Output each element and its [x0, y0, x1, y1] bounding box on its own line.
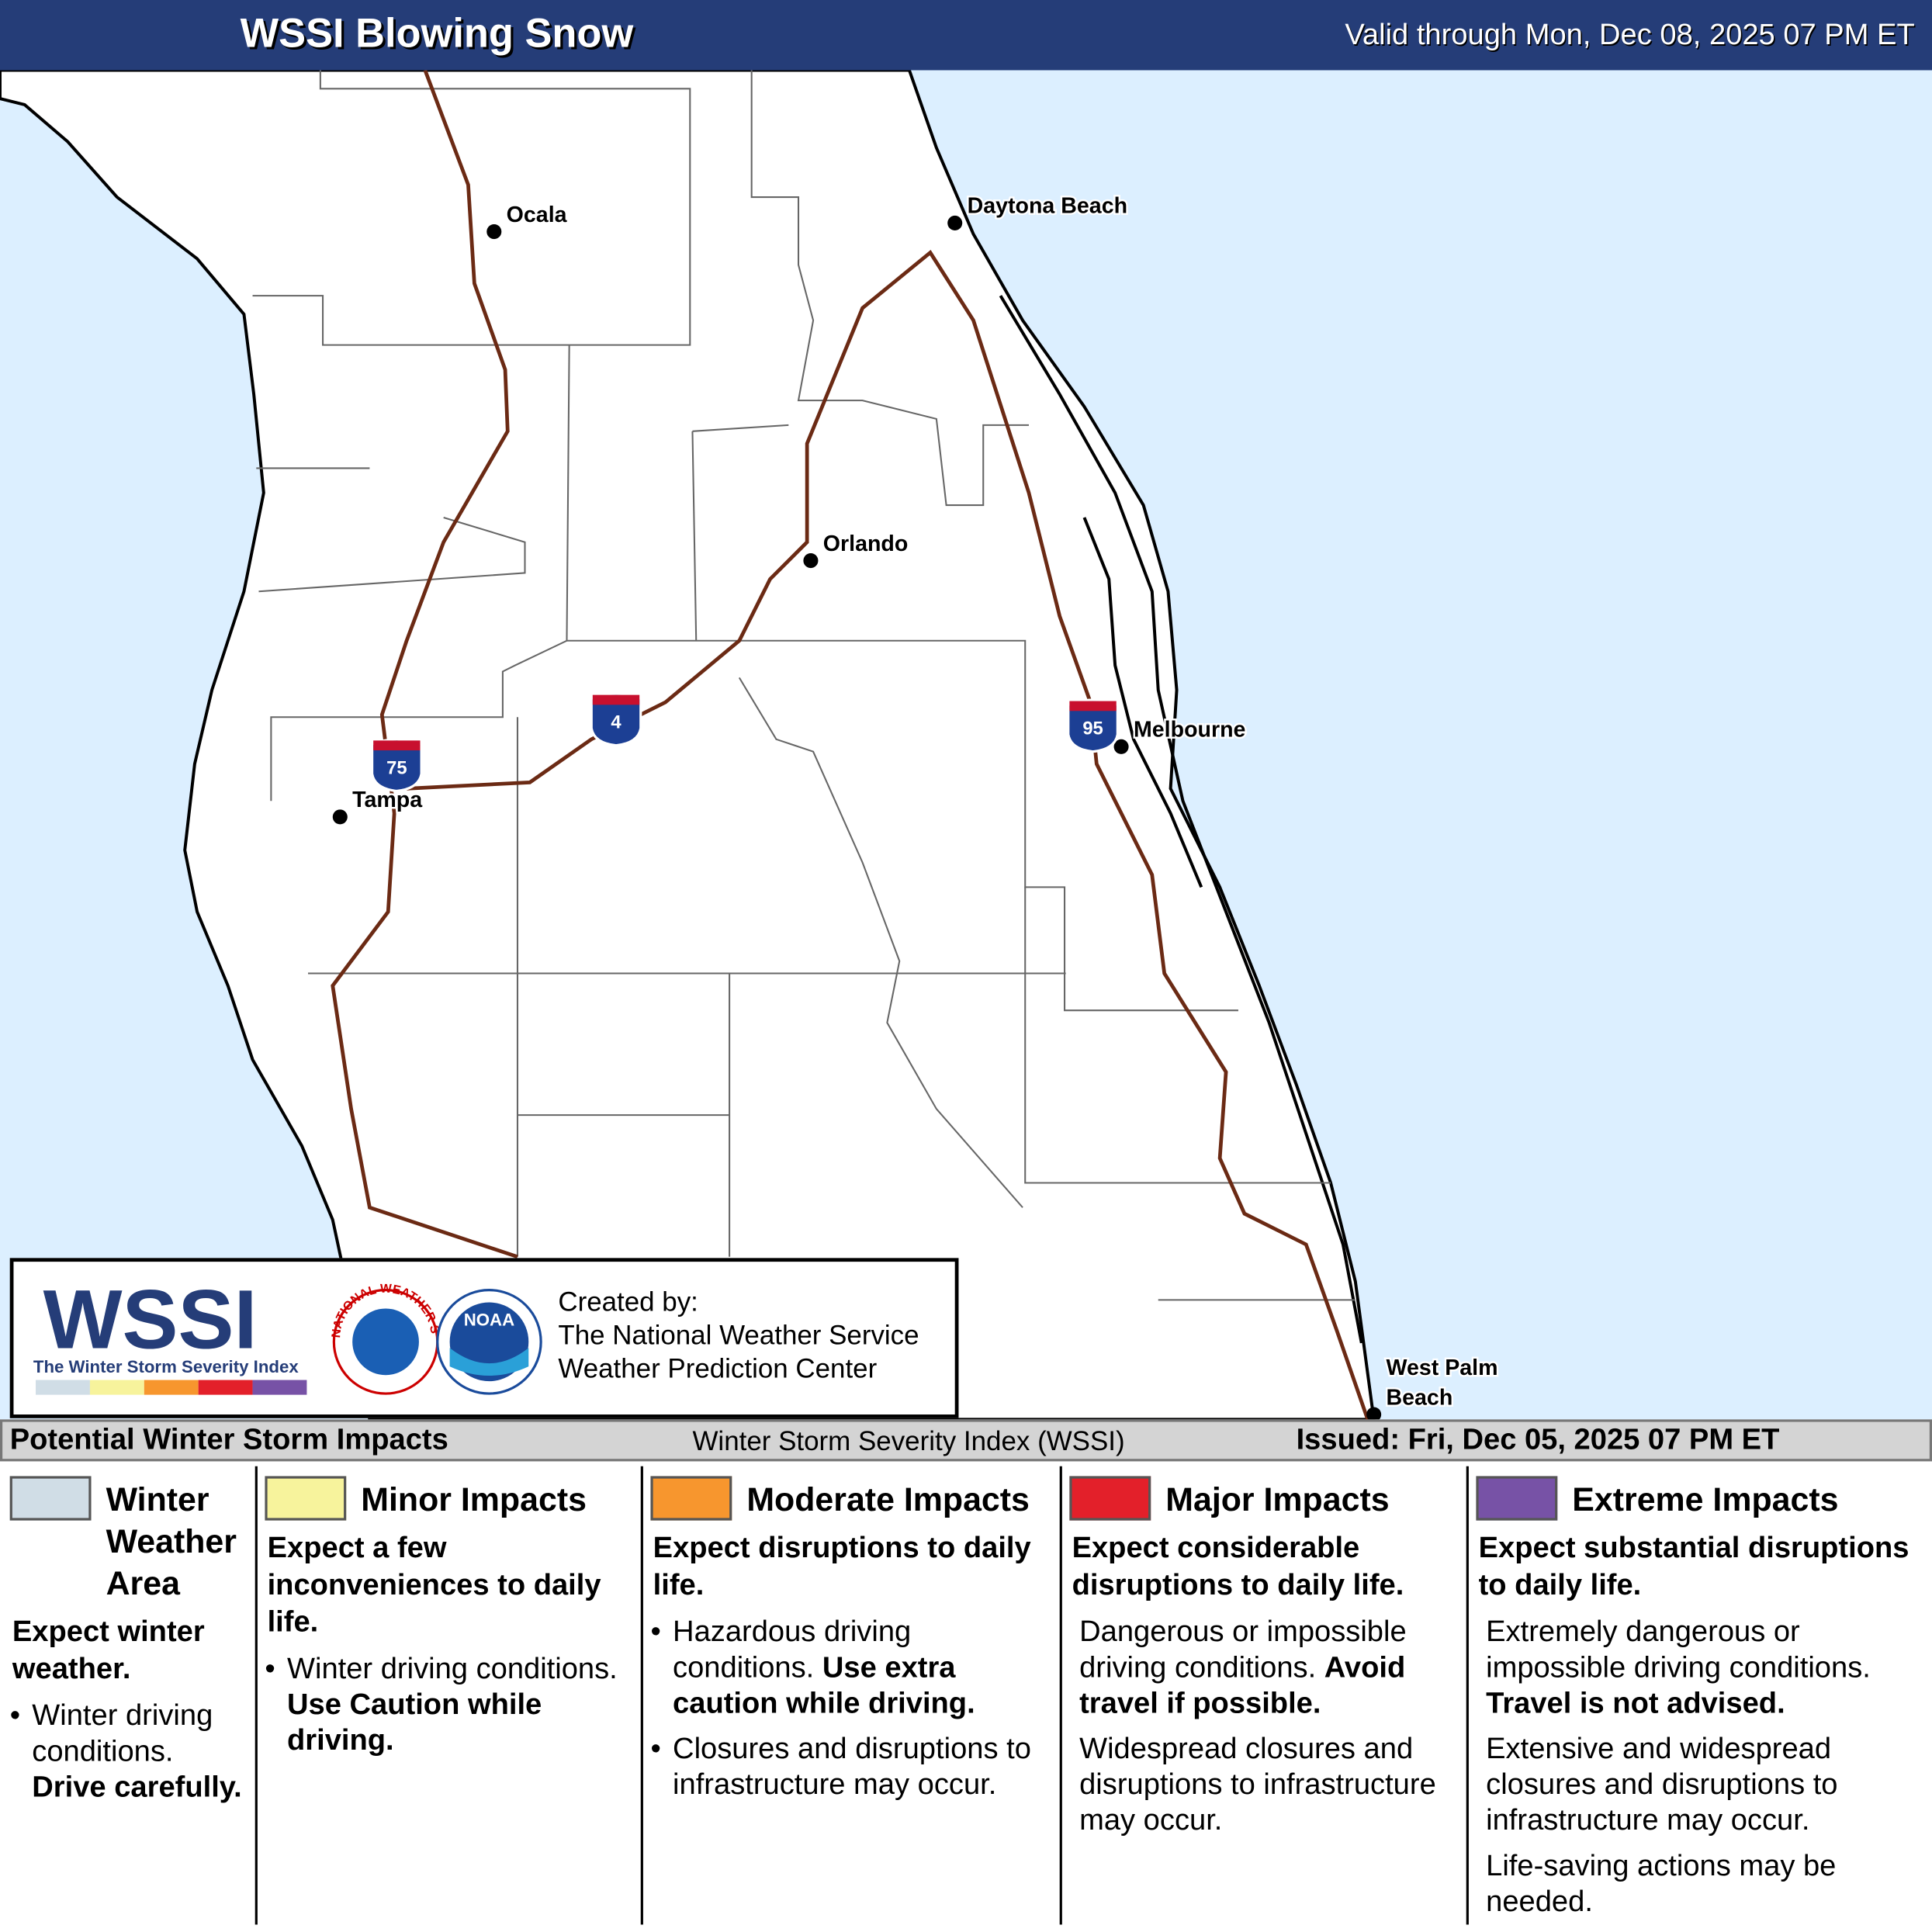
level-summary: Expect disruptions to daily life. — [653, 1531, 1031, 1602]
shield — [590, 692, 642, 747]
swatch — [265, 1476, 347, 1521]
item-text: Dangerous or impossible driving conditio… — [1079, 1615, 1407, 1684]
logo-color-bar — [144, 1380, 199, 1395]
level-name: Moderate Impacts — [746, 1480, 1030, 1518]
item-text: Extremely dangerous or impossible drivin… — [1486, 1615, 1871, 1684]
level-name: Minor Impacts — [361, 1480, 587, 1518]
legend-column: Major Impacts Expect considerable disrupt… — [1060, 1466, 1466, 1932]
impact-item: Extremely dangerous or impossible drivin… — [1486, 1614, 1924, 1721]
city-dot — [1366, 1407, 1382, 1420]
level-summary: Expect substantial disruptions to daily … — [1478, 1531, 1909, 1602]
legend-column: Winter Weather Area Expect winter weather… — [0, 1466, 255, 1932]
level-name: Winter Weather Area — [106, 1480, 237, 1602]
city-dot — [1113, 739, 1129, 754]
shield-label: 4 — [611, 712, 621, 733]
item-text: Winter driving conditions. — [287, 1652, 618, 1686]
city-dot — [947, 215, 963, 230]
impact-item: Life-saving actions may be needed. — [1486, 1848, 1924, 1920]
level-summary: Expect a few inconveniences to daily lif… — [267, 1531, 601, 1639]
legend-column: Extreme Impacts Expect substantial disrup… — [1466, 1466, 1932, 1932]
city-label: Ocala — [507, 203, 568, 227]
nws-seal-center — [352, 1308, 419, 1376]
legend-column: Moderate Impacts Expect disruptions to da… — [641, 1466, 1060, 1932]
barrier-islands — [999, 295, 1363, 1344]
impact-item: Widespread closures and disruptions to i… — [1079, 1731, 1459, 1838]
impact-item: Winter driving conditions. Use Caution w… — [265, 1651, 634, 1758]
city-label: Beach — [1387, 1385, 1453, 1410]
logo-color-bar — [89, 1380, 144, 1395]
level-name: Extreme Impacts — [1572, 1480, 1839, 1518]
city-label: Melbourne — [1134, 718, 1245, 743]
swatch — [9, 1476, 92, 1521]
impact-item: Winter driving conditions. Drive careful… — [10, 1698, 248, 1805]
level-summary: Expect winter weather. — [12, 1615, 205, 1686]
shield-top — [373, 740, 421, 751]
item-emphasis: Use Caution while driving. — [287, 1688, 542, 1757]
logo-color-bar — [198, 1380, 253, 1395]
impact-item: Dangerous or impossible driving conditio… — [1079, 1614, 1459, 1721]
created-by: Created by: — [558, 1287, 698, 1317]
shield-label: 95 — [1082, 718, 1103, 739]
shield-top — [592, 694, 640, 705]
divider — [254, 1466, 258, 1925]
org: The National Weather Service — [558, 1321, 919, 1351]
item-emphasis: Avoid travel if possible. — [1079, 1650, 1406, 1720]
item-text: Hazardous driving conditions. — [673, 1615, 912, 1684]
wssi-logo: WSSI — [43, 1272, 258, 1366]
level-name: Major Impacts — [1165, 1480, 1390, 1518]
wssi-logo-subtitle: The Winter Storm Severity Index — [33, 1357, 299, 1376]
title: WSSI Blowing Snow — [240, 9, 634, 56]
logos: WSSI The Winter Storm Severity Index NAT… — [9, 1252, 919, 1395]
shield-label: 75 — [386, 757, 407, 778]
impact-item: Extensive and widespread closures and di… — [1486, 1731, 1924, 1838]
legend-header: Potential Winter Storm Impacts Winter St… — [0, 1419, 1932, 1462]
legend-column: Minor Impacts Expect a few inconveniences… — [255, 1466, 641, 1932]
level-summary: Expect considerable disruptions to daily… — [1072, 1531, 1404, 1602]
city-label: Daytona Beach — [968, 194, 1127, 219]
city-label: Tampa — [352, 788, 423, 812]
divider — [1466, 1466, 1469, 1925]
item-text: Life-saving actions may be needed. — [1486, 1849, 1837, 1919]
city-label: Orlando — [823, 531, 909, 556]
item-emphasis: Travel is not advised. — [1486, 1686, 1785, 1720]
shield — [370, 738, 423, 793]
item-text: Extensive and widespread closures and di… — [1486, 1732, 1838, 1837]
city-dot — [803, 553, 819, 569]
valid-time: Valid through Mon, Dec 08, 2025 07 PM ET — [1345, 18, 1915, 52]
swatch — [1069, 1476, 1151, 1521]
highway-shields: 75 4 95 — [370, 692, 1119, 793]
map: Ocala Daytona Beach Orlando Melbourne Tampa W… — [0, 70, 1932, 1420]
divider — [1059, 1466, 1062, 1925]
legend-subtitle: Winter Storm Severity Index (WSSI) — [692, 1425, 1125, 1457]
item-emphasis: Use extra caution while driving. — [673, 1650, 975, 1720]
swatch — [650, 1476, 732, 1521]
org: Weather Prediction Center — [558, 1353, 877, 1383]
logo-color-bar — [36, 1380, 90, 1395]
logo-color-bar — [252, 1380, 307, 1395]
swatch — [1476, 1476, 1558, 1521]
impact-item: Closures and disruptions to infrastructu… — [650, 1731, 1053, 1802]
credits-box: WSSI The Winter Storm Severity Index NAT… — [9, 1252, 959, 1418]
city-dot — [332, 809, 348, 825]
item-text: Widespread closures and disruptions to i… — [1079, 1732, 1436, 1837]
item-text: Winter driving conditions. — [32, 1698, 213, 1768]
header: WSSI Blowing Snow Valid through Mon, Dec… — [0, 0, 1932, 71]
cities: Ocala Daytona Beach Orlando Melbourne Tampa W… — [332, 192, 1500, 1420]
item-emphasis: Drive carefully. — [32, 1770, 242, 1804]
shield-top — [1069, 701, 1117, 712]
shield — [1067, 698, 1119, 753]
noaa-wave — [449, 1348, 529, 1376]
issued-time: Issued: Fri, Dec 05, 2025 07 PM ET — [1296, 1423, 1780, 1457]
divider — [640, 1466, 643, 1925]
legend-title: Potential Winter Storm Impacts — [9, 1423, 448, 1457]
interstates — [331, 70, 1369, 1420]
city-dot — [486, 224, 502, 240]
item-text: Closures and disruptions to infrastructu… — [673, 1732, 1031, 1802]
impact-item: Hazardous driving conditions. Use extra … — [650, 1614, 1053, 1721]
noaa-text: NOAA — [464, 1311, 514, 1330]
county-lines — [252, 70, 1356, 1301]
city-label: West Palm — [1387, 1356, 1498, 1380]
